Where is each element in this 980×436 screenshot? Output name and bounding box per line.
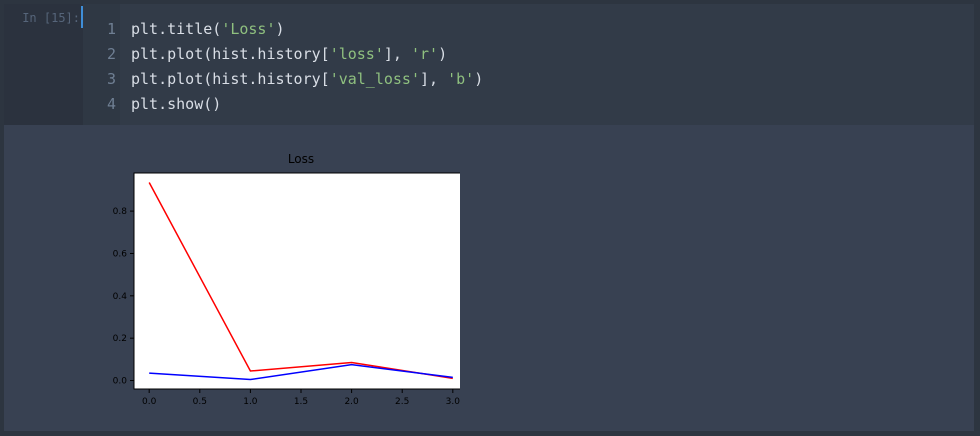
x-tick-label: 1.5 [294,397,308,407]
y-tick-label: 0.4 [113,292,128,302]
loss-chart: Loss 0.0 0.5 1.0 1.5 2.0 2.5 3.00.00.20.40.60.… [100,145,460,415]
x-tick-label: 0.5 [193,397,207,407]
x-tick-label: 2.5 [395,397,409,407]
line-number: 2 [106,45,116,63]
code-cell[interactable]: In [15]: 1 plt.title('Loss') 2 plt.plot(his… [4,4,974,431]
line-number: 3 [106,70,116,88]
input-area: In [15]: 1 plt.title('Loss') 2 plt.plot(his… [4,4,974,125]
y-tick-label: 0.2 [113,334,127,344]
input-prompt: In [15]: [22,11,80,25]
code-text[interactable]: plt.plot(hist.history['loss'], 'r') [131,42,447,67]
y-tick-label: 0.6 [113,249,128,259]
val-loss-series-line [149,363,453,381]
code-token: ) [438,45,448,63]
line-number: 4 [106,95,116,113]
code-token: ], [383,45,411,63]
string-token: 'b' [447,70,475,88]
code-token: plt.title( [131,20,222,38]
chart-title: Loss [288,152,314,166]
x-tick-label: 1.0 [243,397,258,407]
code-text[interactable]: plt.show() [131,92,221,117]
code-token: plt.plot(hist.history[ [131,70,330,88]
code-token: plt.plot(hist.history[ [131,45,330,63]
y-tick-label: 0.0 [113,377,128,387]
line-number: 1 [106,20,116,38]
code-token: plt.show() [131,95,222,113]
code-token: ], [420,70,448,88]
x-tick-label: 0.0 [142,397,157,407]
line-number-gutter [83,4,120,125]
cell-selection-indicator [81,6,83,28]
string-token: 'Loss' [221,20,276,38]
code-text[interactable]: plt.plot(hist.history['val_loss'], 'b') [131,67,483,92]
code-token: ) [275,20,285,38]
y-tick-label: 0.8 [113,207,128,217]
series-lines [148,182,453,381]
x-tick-label: 2.0 [344,397,359,407]
x-tick-label: 3.0 [446,397,460,407]
output-area: Loss 0.0 0.5 1.0 1.5 2.0 2.5 3.0 0.0 0.2 0.4 0.6 0.… [4,125,974,431]
code-token: ) [474,70,484,88]
axis-ticks: 0.0 0.5 1.0 1.5 2.0 2.5 3.0 0.0 0.2 0.4 0.6 0.8 [113,207,460,407]
string-token: 'r' [410,45,439,63]
code-editor[interactable]: 1 plt.title('Loss') 2 plt.plot(hist.history… [83,4,974,125]
plot-area [133,172,460,390]
code-text[interactable]: plt.title('Loss') [131,17,285,42]
string-token: 'val_loss' [329,70,420,88]
string-token: 'loss' [329,45,384,63]
